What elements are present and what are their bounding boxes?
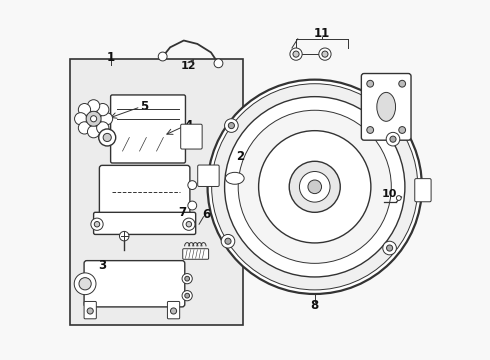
Circle shape bbox=[88, 126, 100, 138]
Circle shape bbox=[78, 122, 91, 134]
Circle shape bbox=[367, 127, 373, 134]
Circle shape bbox=[299, 171, 330, 202]
Circle shape bbox=[290, 48, 302, 60]
Circle shape bbox=[387, 245, 392, 251]
Text: 8: 8 bbox=[311, 300, 319, 312]
Circle shape bbox=[396, 195, 401, 201]
Text: 6: 6 bbox=[202, 207, 210, 221]
Circle shape bbox=[383, 241, 396, 255]
Circle shape bbox=[79, 104, 108, 133]
Circle shape bbox=[293, 51, 299, 57]
Circle shape bbox=[259, 131, 371, 243]
Circle shape bbox=[367, 80, 373, 87]
FancyBboxPatch shape bbox=[415, 179, 431, 202]
Circle shape bbox=[238, 110, 392, 264]
Circle shape bbox=[228, 122, 234, 129]
Circle shape bbox=[183, 218, 195, 230]
Bar bbox=[89, 117, 98, 134]
Circle shape bbox=[188, 201, 196, 210]
Text: 9: 9 bbox=[386, 77, 393, 90]
Circle shape bbox=[79, 278, 91, 290]
FancyBboxPatch shape bbox=[168, 301, 180, 319]
FancyBboxPatch shape bbox=[111, 95, 185, 163]
Circle shape bbox=[308, 180, 321, 194]
Bar bbox=[70, 59, 244, 325]
Circle shape bbox=[188, 181, 196, 189]
Circle shape bbox=[78, 103, 91, 116]
Text: 1: 1 bbox=[106, 51, 115, 64]
Text: 4: 4 bbox=[185, 119, 193, 132]
FancyBboxPatch shape bbox=[197, 165, 219, 186]
Circle shape bbox=[74, 113, 87, 125]
Circle shape bbox=[91, 218, 103, 230]
Text: 11: 11 bbox=[314, 27, 330, 40]
Text: 3: 3 bbox=[98, 258, 106, 271]
Circle shape bbox=[94, 221, 100, 227]
Circle shape bbox=[399, 127, 406, 134]
Circle shape bbox=[97, 103, 109, 116]
Circle shape bbox=[322, 51, 328, 57]
Circle shape bbox=[212, 84, 418, 290]
Circle shape bbox=[91, 116, 97, 122]
Circle shape bbox=[171, 308, 176, 314]
Circle shape bbox=[399, 80, 406, 87]
Circle shape bbox=[186, 221, 192, 227]
Circle shape bbox=[97, 122, 109, 134]
Circle shape bbox=[74, 273, 96, 294]
Circle shape bbox=[86, 111, 101, 126]
Circle shape bbox=[214, 59, 223, 68]
FancyBboxPatch shape bbox=[361, 73, 411, 140]
FancyBboxPatch shape bbox=[183, 249, 209, 259]
Circle shape bbox=[221, 234, 235, 248]
Circle shape bbox=[103, 134, 111, 141]
Circle shape bbox=[88, 100, 100, 112]
Circle shape bbox=[182, 274, 192, 284]
Circle shape bbox=[225, 238, 231, 244]
Circle shape bbox=[386, 132, 400, 146]
Circle shape bbox=[208, 80, 422, 294]
Text: 2: 2 bbox=[236, 150, 244, 163]
Circle shape bbox=[224, 96, 405, 277]
Circle shape bbox=[185, 293, 190, 298]
FancyBboxPatch shape bbox=[84, 301, 97, 319]
Text: 7: 7 bbox=[178, 206, 186, 219]
Circle shape bbox=[185, 276, 190, 281]
FancyBboxPatch shape bbox=[99, 165, 190, 219]
Ellipse shape bbox=[225, 172, 244, 184]
FancyBboxPatch shape bbox=[94, 212, 196, 234]
Circle shape bbox=[289, 161, 340, 212]
Circle shape bbox=[120, 231, 129, 241]
Circle shape bbox=[319, 48, 331, 60]
FancyBboxPatch shape bbox=[181, 124, 202, 149]
Circle shape bbox=[98, 129, 116, 146]
Ellipse shape bbox=[377, 93, 395, 121]
Circle shape bbox=[158, 52, 167, 61]
Circle shape bbox=[182, 291, 192, 301]
Circle shape bbox=[390, 136, 396, 142]
Text: 12: 12 bbox=[181, 61, 196, 71]
Text: 10: 10 bbox=[382, 189, 397, 199]
Circle shape bbox=[100, 113, 113, 125]
Text: 5: 5 bbox=[141, 100, 149, 113]
FancyBboxPatch shape bbox=[84, 261, 185, 307]
Circle shape bbox=[87, 308, 93, 314]
Circle shape bbox=[224, 119, 238, 132]
